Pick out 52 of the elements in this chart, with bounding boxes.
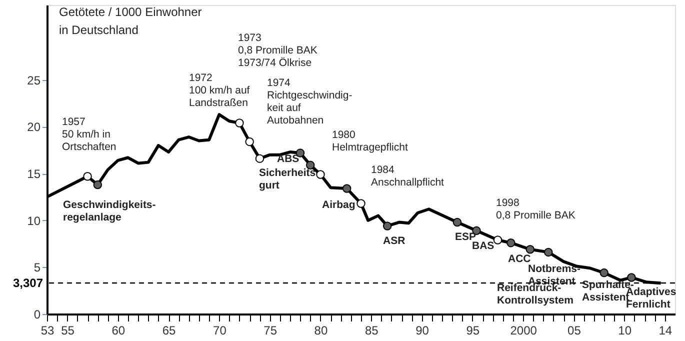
annotation: 1998 0,8 Promille BAK xyxy=(496,197,576,222)
annotation: ASR xyxy=(383,235,406,247)
y-tick-label: 10 xyxy=(27,214,41,228)
annotation: 1973 0,8 Promille BAK 1973/74 Ölkrise xyxy=(238,32,318,69)
annotation: Geschwindigkeits- regelanlage xyxy=(63,199,156,224)
point xyxy=(356,199,366,208)
x-tick-label: 85 xyxy=(364,324,379,338)
annotation: 1984 Anschnallpflicht xyxy=(371,164,444,188)
point xyxy=(600,268,608,278)
point xyxy=(526,245,535,254)
y-tick-label: 15 xyxy=(27,167,41,182)
annotation: 1980 Helmtragepflicht xyxy=(332,129,408,154)
x-tick-label: 14 xyxy=(658,324,672,338)
annotation: ACC xyxy=(508,253,532,265)
point xyxy=(316,170,325,179)
x-tick-label: 10 xyxy=(618,324,632,338)
annotation: ABS xyxy=(277,153,300,165)
y-tick-label: 0 xyxy=(34,308,41,322)
ref-line-label: 3,307 xyxy=(12,276,44,290)
x-tick-label: 65 xyxy=(162,324,176,338)
x-tick-label: 90 xyxy=(416,324,430,338)
point xyxy=(83,172,92,181)
point xyxy=(493,236,502,244)
point xyxy=(382,222,392,230)
point xyxy=(452,218,462,227)
annotation: Airbag xyxy=(322,199,356,211)
x-tick-label: 55 xyxy=(61,324,75,338)
annotation: ESP xyxy=(455,231,476,243)
point xyxy=(506,238,516,248)
annotation: Sicherheits gurt xyxy=(259,167,316,192)
annotation: 1974 Richtgeschwindig- keit auf Autobahnen xyxy=(267,77,353,126)
point xyxy=(245,137,254,146)
point xyxy=(93,180,102,190)
x-tick-label: 53 xyxy=(40,324,54,338)
point xyxy=(342,184,352,193)
annotation: 1957 50 km/h in Ortschaften xyxy=(62,116,116,153)
y-tick-label: 25 xyxy=(27,73,41,88)
x-tick-label: 60 xyxy=(112,324,126,338)
point xyxy=(544,248,553,257)
x-tick-label: 70 xyxy=(213,324,227,338)
x-tick-label: 75 xyxy=(264,324,278,338)
x-tick-label: 80 xyxy=(314,324,328,338)
x-tick-label: 95 xyxy=(466,324,480,338)
point xyxy=(235,118,244,128)
x-tick-label: 2000 xyxy=(510,324,538,338)
y-axis-title: Getötete / 1000 Einwohner in Deutschland xyxy=(59,5,202,37)
x-tick-label: 05 xyxy=(568,324,582,338)
point xyxy=(255,154,264,163)
annotation: BAS xyxy=(472,240,494,252)
y-tick-label: 20 xyxy=(27,120,41,134)
annotation: 1972 100 km/h auf Landstraßen xyxy=(189,72,250,109)
y-tick-label: 5 xyxy=(34,260,41,275)
